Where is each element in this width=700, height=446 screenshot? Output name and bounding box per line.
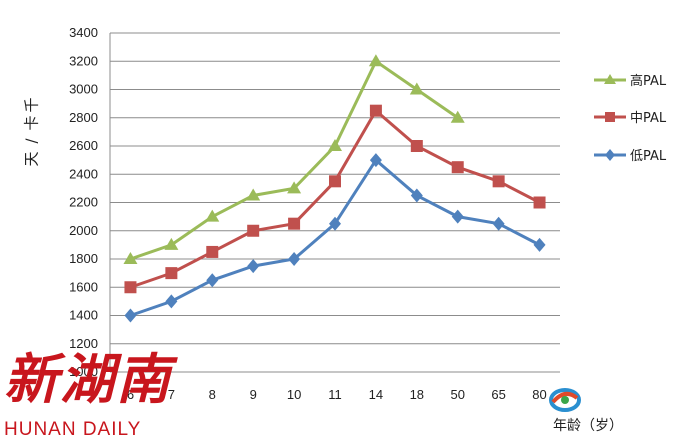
legend-marker [605,149,615,161]
series-square [124,104,546,294]
y-axis-label-char: 卡 [23,115,41,130]
x-tick-label: 10 [287,387,301,402]
data-point [369,153,382,168]
data-point [533,237,546,252]
data-point [492,175,505,188]
data-point [246,188,261,201]
data-point [165,267,178,280]
data-point [288,217,301,230]
x-axis-label: 年龄（岁） [553,418,623,434]
y-tick-label: 3000 [69,82,98,97]
y-tick-label: 2200 [69,195,98,210]
x-tick-label: 18 [410,387,424,402]
data-point [287,181,302,194]
x-tick-label: 50 [450,387,464,402]
y-tick-label: 3200 [69,53,98,68]
data-point [368,54,383,67]
data-point [451,209,464,224]
y-axis-label-char: / [23,138,41,144]
data-point [409,82,424,95]
data-point [410,140,423,152]
data-point [410,188,423,203]
y-tick-label: 3400 [69,25,98,40]
data-point [450,110,465,123]
x-tick-label: 65 [491,387,505,402]
data-point [328,139,342,151]
data-point [164,237,179,250]
data-point [492,216,505,231]
x-tick-label: 9 [250,387,257,402]
x-axis-ticks: 6 7 8 9 10 11 14 18 50 65 80 [127,387,547,402]
data-point [206,273,219,288]
legend-marker [604,74,616,84]
y-axis-label-char: 千 [23,97,41,112]
x-tick-label: 11 [328,387,342,402]
data-point [329,175,341,188]
y-axis-ticks: 1000 1200 1400 1600 1800 2000 2200 2400 2600 2800… [69,25,98,379]
y-tick-label: 1400 [69,308,98,323]
data-point [124,308,137,323]
y-tick-label: 2000 [69,223,98,238]
data-point [165,294,178,309]
x-tick-label: 7 [168,387,175,402]
legend: 高PAL 中PAL 低PAL [594,73,667,164]
y-tick-label: 1800 [69,251,98,266]
watermark-english-text: HUNAN DAILY [4,419,142,440]
y-tick-label: 1000 [69,364,98,379]
y-tick-label: 1600 [69,279,98,294]
series-group [123,54,546,323]
data-point [288,252,301,266]
data-point [123,252,138,264]
watermark-logo-text: 新湖南 [4,347,172,411]
y-axis-label-char: 天 [23,151,41,166]
x-tick-label: 8 [209,387,216,402]
gridlines [109,32,560,373]
x-tick-label: 6 [127,387,134,402]
y-tick-label: 2400 [69,166,98,181]
legend-label: 高PAL [630,73,667,89]
legend-marker [605,112,615,122]
data-point [206,245,219,258]
y-tick-label: 2800 [69,110,98,125]
data-point [124,281,137,294]
series-line [129,108,541,289]
data-point [533,196,546,209]
y-tick-label: 1200 [69,336,98,351]
data-point [329,216,341,231]
y-axis-label: 千卡 / 天 [23,97,41,166]
series-diamond [124,153,546,323]
x-tick-label: 14 [369,387,383,402]
data-point [205,209,220,222]
legend-label: 中PAL [630,111,667,126]
x-tick-label: 80 [532,387,546,402]
data-point [247,224,260,237]
data-point [247,259,260,274]
series-triangle [123,54,465,264]
legend-label: 低PAL [630,149,667,164]
data-point [451,161,464,174]
data-point [369,104,382,117]
y-tick-label: 2600 [69,138,98,153]
publisher-logo-icon [549,388,581,412]
